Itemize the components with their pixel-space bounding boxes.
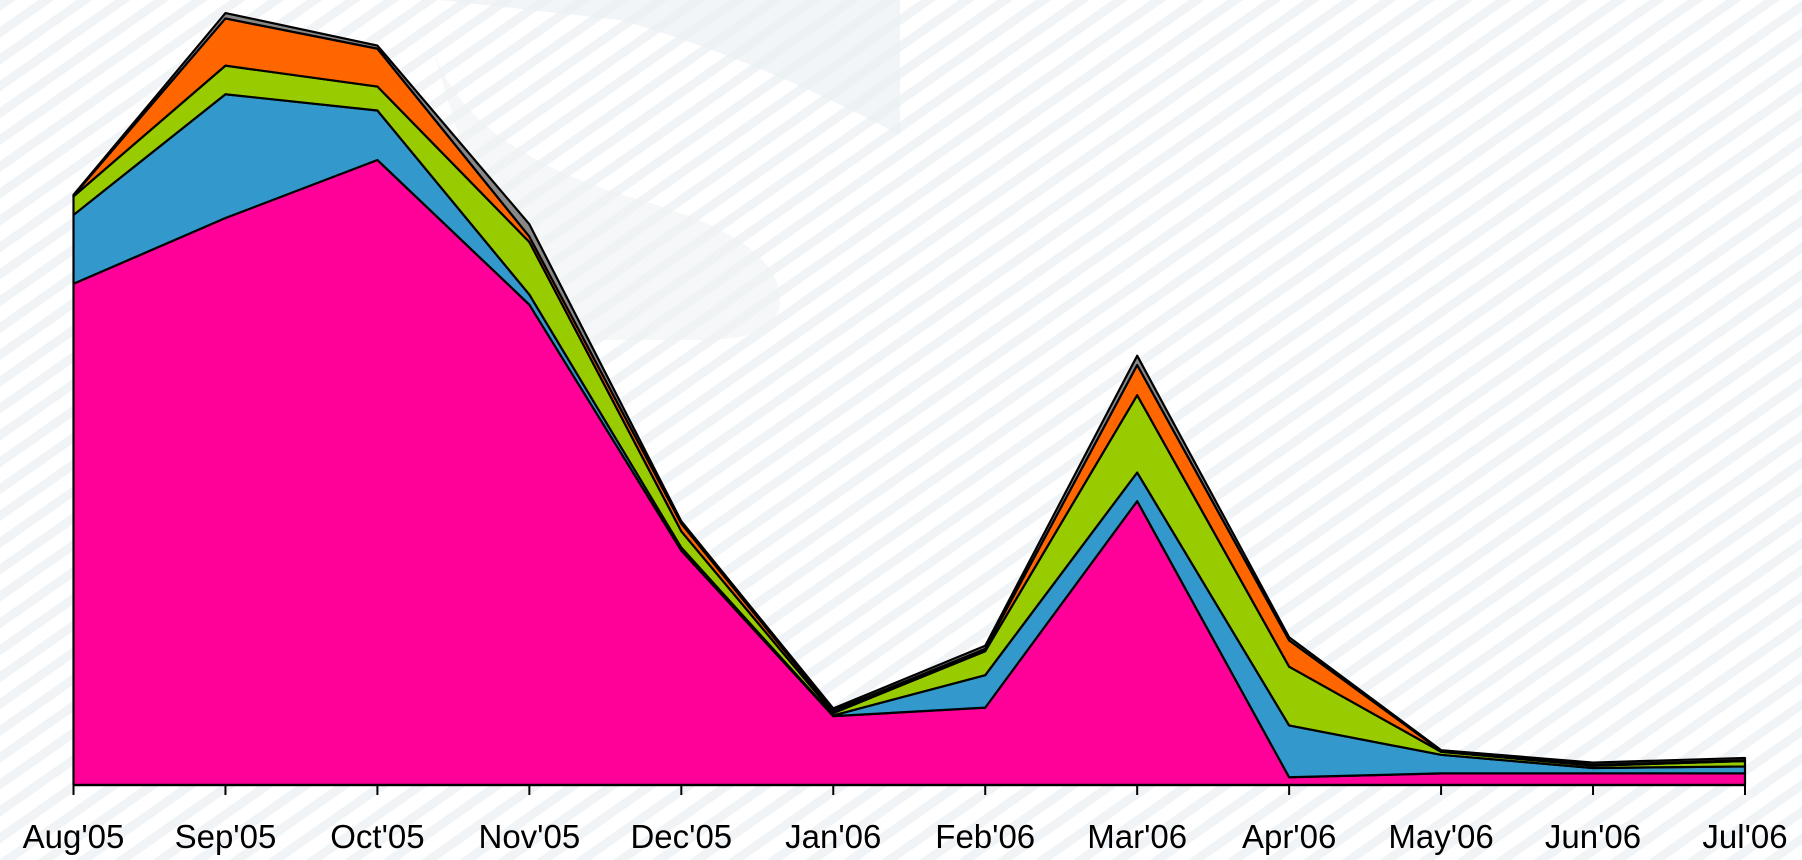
plot-area: Aug'05 Sep'05 Oct'05 Nov'05 Dec'05 Jan'06 Feb'… — [23, 11, 1788, 855]
x-tick-label: Sep'05 — [175, 818, 277, 855]
x-tick-label: Jul'06 — [1702, 818, 1787, 855]
x-tick-label: Nov'05 — [479, 818, 581, 855]
x-tick-label: Mar'06 — [1087, 818, 1187, 855]
x-tick-label: Aug'05 — [23, 818, 125, 855]
x-tick-label: Jun'06 — [1545, 818, 1641, 855]
x-tick-label: May'06 — [1388, 818, 1493, 855]
x-tick-label: Oct'05 — [330, 818, 424, 855]
area-layer — [72, 11, 1747, 766]
x-tick-label: Feb'06 — [935, 818, 1035, 855]
x-tick-label: Apr'06 — [1242, 818, 1336, 855]
x-tick-label: Jan'06 — [785, 818, 881, 855]
watermark — [440, 0, 900, 135]
x-tick-label: Dec'05 — [630, 818, 732, 855]
